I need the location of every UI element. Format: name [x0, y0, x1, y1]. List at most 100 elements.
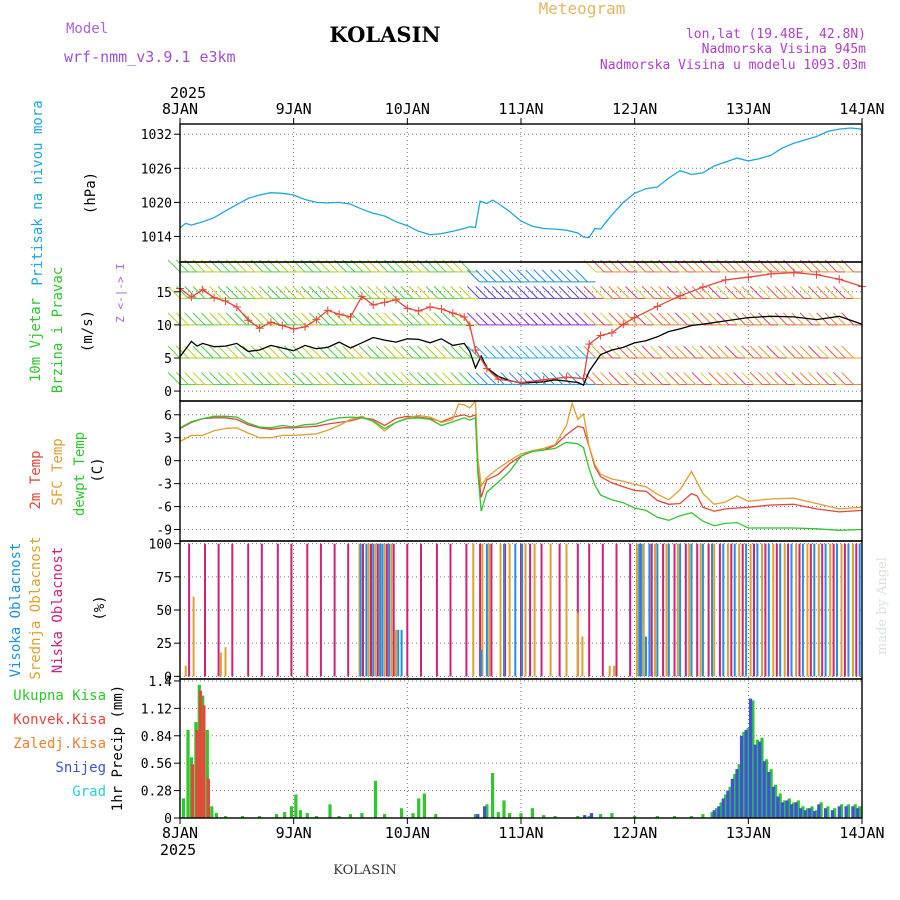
wind-barb: [167, 372, 181, 385]
bar-clouds-niska: [376, 543, 379, 677]
bar-precip-snijeg: [730, 778, 734, 818]
unit-wind: (m/s): [80, 310, 96, 352]
bar-clouds-visoka: [667, 543, 670, 677]
bar-precip-ukupna-kisa: [508, 813, 512, 818]
y-tick-label: -3: [156, 478, 172, 493]
wind-barb: [674, 372, 688, 385]
bar-clouds-visoka: [733, 543, 736, 677]
y-tick-label: 1014: [141, 230, 172, 245]
wind-barb: [600, 312, 613, 326]
bar-precip-ukupna-kisa: [826, 806, 830, 818]
wind-barb: [533, 269, 547, 283]
bar-clouds-srednja: [374, 543, 377, 677]
wind-barb: [292, 345, 306, 359]
wind-barb: [799, 286, 813, 299]
wind-barb: [766, 345, 780, 359]
y-tick-label: 0.56: [141, 757, 172, 772]
wind-barb: [442, 372, 455, 385]
series-wind-speed: [179, 315, 863, 386]
bar-clouds-srednja: [676, 543, 679, 677]
bar-precip-ukupna-kisa: [576, 816, 580, 818]
wind-barb: [533, 345, 547, 359]
bar-clouds-visoka: [485, 543, 488, 677]
bar-clouds-niska: [333, 543, 336, 677]
wind-barb: [583, 312, 597, 326]
wind-barb: [566, 286, 580, 299]
wind-barb: [458, 372, 472, 385]
wind-barb: [175, 312, 189, 326]
wind-barb: [500, 372, 514, 385]
wind-barb: [392, 312, 405, 326]
bar-precip-ukupna-kisa: [742, 731, 746, 818]
bar-precip-ukupna-kisa: [473, 814, 478, 818]
bar-clouds-srednja: [390, 543, 393, 677]
gust-marker: [579, 374, 588, 383]
wind-barb: [167, 345, 181, 359]
wind-barb: [591, 312, 605, 326]
wind-barb: [300, 286, 314, 299]
wind-barb: [724, 372, 738, 385]
bar-clouds-niska: [639, 543, 642, 677]
wind-barb: [284, 372, 297, 385]
bar-precip-ukupna-kisa: [810, 806, 814, 818]
bar-precip-ukupna-kisa: [853, 804, 857, 818]
bar-clouds-niska: [821, 543, 824, 677]
bar-clouds-visoka: [836, 543, 838, 677]
bar-precip-ukupna-kisa: [491, 773, 495, 818]
bar-clouds-srednja: [761, 543, 763, 677]
wind-barb: [550, 269, 563, 283]
bar-precip-ukupna-kisa: [400, 808, 404, 818]
wind-barb: [184, 372, 197, 385]
bar-precip-ukupna-kisa: [787, 798, 791, 818]
gust-marker: [346, 312, 355, 321]
gust-marker: [335, 310, 344, 319]
bar-precip-ukupna-kisa: [801, 806, 805, 818]
wind-barb: [816, 286, 830, 299]
bar-clouds-niska: [650, 543, 653, 677]
wind-barb: [533, 312, 547, 326]
bar-precip-ukupna-kisa: [710, 812, 714, 818]
wind-barb: [758, 345, 771, 359]
wind-barb: [650, 372, 663, 385]
gust-marker: [301, 322, 310, 331]
bar-clouds-niska: [809, 543, 812, 677]
bar-precip-snijeg: [735, 769, 739, 818]
series-temperature-sfc-temp: [179, 399, 863, 510]
wind-barb: [375, 345, 389, 359]
bar-precip-ukupna-kisa: [214, 813, 218, 818]
bar-clouds-srednja: [654, 543, 657, 677]
wind-barb: [691, 372, 705, 385]
wind-barb: [783, 312, 796, 326]
bar-clouds-niska: [540, 543, 543, 677]
bar-precip-ukupna-kisa: [655, 816, 659, 818]
wind-barb: [234, 345, 247, 359]
wind-barb: [625, 286, 638, 299]
wind-barb: [467, 269, 480, 283]
wind-barb: [608, 286, 622, 299]
year-top: 2025: [170, 84, 206, 102]
wind-barb: [175, 372, 189, 385]
wind-barb: [333, 372, 347, 385]
wind-barb: [783, 345, 796, 359]
bar-clouds-srednja: [508, 543, 511, 677]
bar-clouds-visoka: [779, 543, 782, 677]
wind-barb: [575, 345, 588, 359]
bar-precip-snijeg: [717, 806, 721, 818]
year-bottom: 2025: [160, 841, 196, 859]
wind-barb: [475, 372, 489, 385]
model-elevation-label: Nadmorska Visina u modelu 1093.03m: [600, 58, 866, 73]
wind-barb: [799, 372, 813, 385]
bar-precip-ukupna-kisa: [733, 774, 737, 818]
wind-barb: [541, 269, 555, 283]
gust-marker: [278, 321, 287, 330]
wind-barb: [583, 286, 597, 299]
x-label-top: 8JAN: [162, 100, 198, 118]
bar-precip-snijeg: [749, 698, 753, 818]
bar-precip-ukupna-kisa: [833, 808, 837, 818]
wind-barb: [666, 312, 680, 326]
wind-barb: [400, 345, 414, 359]
wind-barb: [691, 286, 705, 299]
wind-barb: [467, 286, 480, 299]
bar-clouds-srednja: [851, 543, 854, 677]
gust-marker: [482, 364, 491, 373]
